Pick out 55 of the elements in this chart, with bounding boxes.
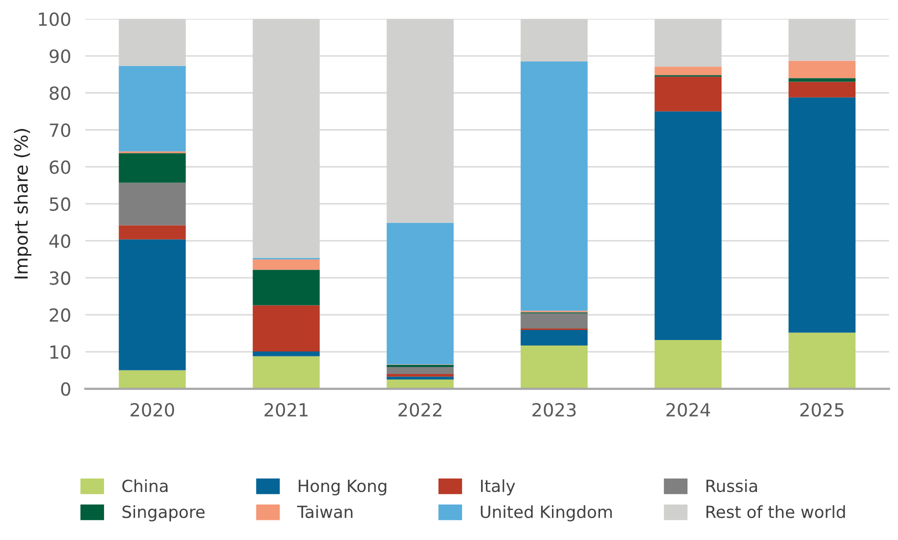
bar	[252, 270, 320, 306]
bar	[118, 66, 186, 152]
bar	[654, 66, 722, 76]
legend-label: Hong Kong	[298, 480, 386, 496]
bar	[118, 153, 186, 183]
y-tick-label: 50	[50, 197, 70, 211]
x-tick-label: 2020	[130, 403, 174, 417]
bar	[788, 78, 856, 82]
bar	[654, 340, 722, 389]
legend-label: Russia	[706, 479, 757, 492]
bar	[386, 380, 454, 389]
y-tick-label: 60	[50, 160, 70, 174]
bar	[118, 182, 186, 226]
y-tick-label: 30	[50, 271, 70, 285]
y-tick-label: 10	[50, 345, 70, 359]
bar	[386, 376, 454, 380]
legend-label: Rest of the world	[706, 505, 845, 518]
x-tick-label: 2023	[532, 403, 576, 417]
bar	[788, 97, 856, 333]
bar	[118, 239, 186, 370]
bar	[252, 305, 320, 352]
bar	[654, 76, 722, 112]
bar	[788, 332, 856, 389]
y-tick-label: 90	[50, 49, 70, 64]
bar	[520, 61, 588, 311]
bar	[520, 313, 588, 329]
x-tick-label: 2025	[800, 403, 844, 417]
y-tick-label: 100	[38, 12, 70, 26]
bar	[654, 111, 722, 340]
legend-label: Italy	[481, 479, 516, 496]
bar	[386, 222, 454, 364]
bar	[252, 351, 320, 356]
y-tick-label: 70	[50, 123, 70, 137]
y-tick-label: 80	[50, 86, 70, 100]
bar	[118, 225, 186, 240]
y-tick-label: 40	[49, 234, 70, 248]
y-tick-label: 20	[50, 308, 70, 322]
bar	[252, 356, 320, 389]
bar	[386, 366, 454, 374]
y-axis-title: Import share (%)	[14, 129, 32, 278]
x-tick-label: 2021	[264, 403, 308, 417]
bar	[386, 374, 454, 377]
bar	[118, 370, 186, 389]
bar	[520, 346, 588, 389]
bar	[788, 82, 856, 98]
legend-label: Singapore	[122, 505, 205, 522]
legend-label: United Kingdom	[480, 505, 612, 522]
x-tick-label: 2022	[398, 403, 442, 417]
legend-label: Taiwan	[297, 505, 352, 518]
bar	[788, 60, 856, 78]
y-tick-label: 0	[61, 382, 70, 396]
bar	[252, 259, 320, 270]
bar	[520, 330, 588, 346]
legend-label: China	[122, 479, 168, 492]
x-tick-label: 2024	[666, 403, 710, 417]
